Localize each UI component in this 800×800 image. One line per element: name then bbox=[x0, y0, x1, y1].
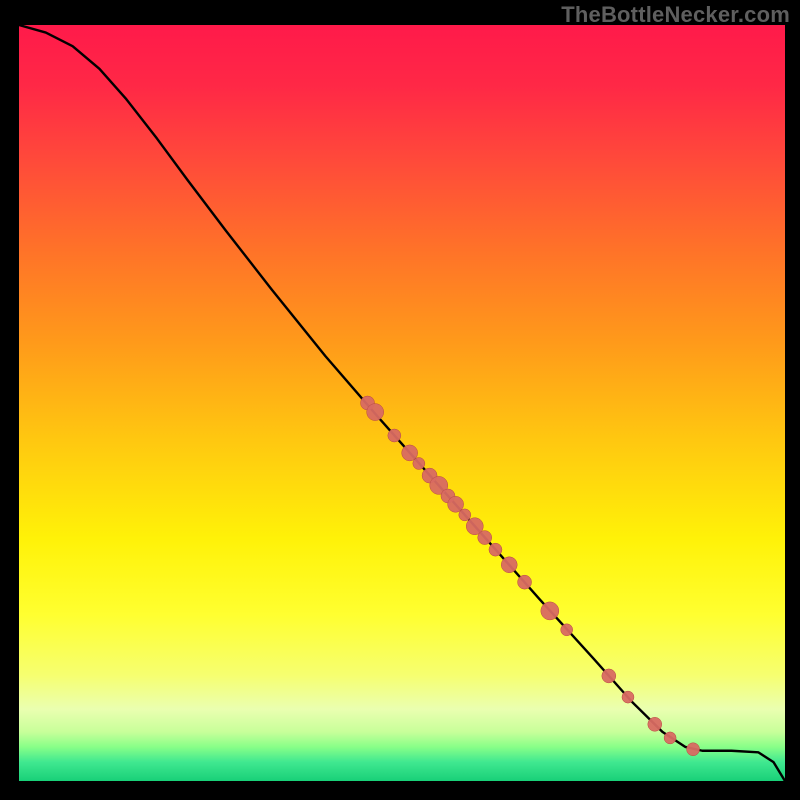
bottleneck-chart bbox=[0, 0, 800, 800]
data-marker bbox=[388, 429, 401, 442]
data-marker bbox=[622, 691, 634, 703]
data-marker bbox=[501, 557, 517, 573]
data-marker bbox=[561, 624, 573, 636]
plot-background-gradient bbox=[19, 25, 785, 781]
data-marker bbox=[459, 509, 471, 521]
data-marker bbox=[687, 743, 700, 756]
data-marker bbox=[367, 404, 384, 421]
watermark-text: TheBottleNecker.com bbox=[561, 2, 790, 28]
data-marker bbox=[541, 602, 559, 620]
chart-container: TheBottleNecker.com bbox=[0, 0, 800, 800]
data-marker bbox=[478, 531, 492, 545]
data-marker bbox=[602, 669, 616, 683]
data-marker bbox=[664, 732, 676, 744]
data-marker bbox=[413, 457, 425, 469]
data-marker bbox=[489, 543, 502, 556]
data-marker bbox=[648, 717, 662, 731]
data-marker bbox=[518, 575, 532, 589]
